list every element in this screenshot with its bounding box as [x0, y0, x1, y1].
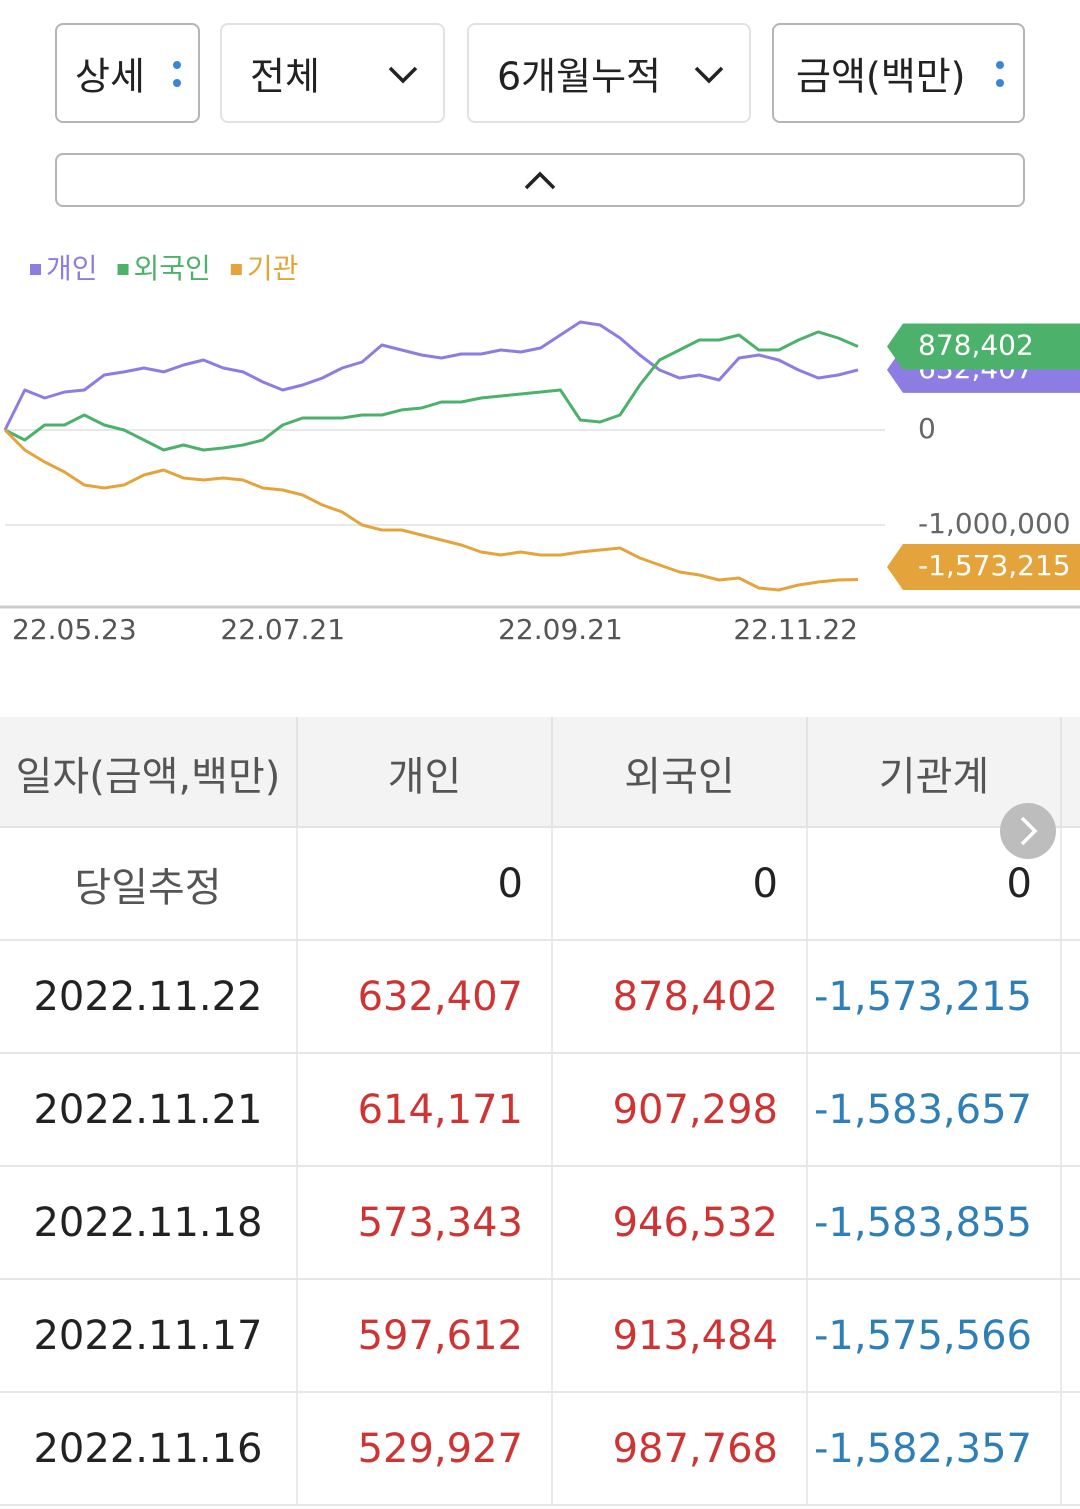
series-line [4, 330, 859, 452]
row-line [0, 1278, 1080, 1280]
detail-button[interactable]: 상세 [55, 23, 200, 123]
chart: 개인 외국인 기관 0 -1,000,000 22.05.23 22.07.21 22.09.… [0, 252, 1080, 646]
row-line [0, 1052, 1080, 1054]
header-cell: 일자(금액,백만) [0, 717, 298, 828]
x-tick-label: 22.07.21 [220, 613, 345, 646]
value-cell: -1,583,855 [808, 1167, 1062, 1278]
chevron-down [388, 66, 418, 84]
scroll-right-button[interactable] [998, 801, 1058, 861]
value-cell: -1,573,215 [808, 941, 1062, 1052]
end-tag-shape [887, 323, 1080, 370]
series-line [3, 428, 859, 592]
value-cell: 987,768 [553, 1393, 808, 1504]
value-cell: 0 [298, 828, 553, 939]
x-tick-label: 22.05.23 [12, 613, 137, 646]
menu-icon [996, 61, 1004, 87]
date-cell: 2022.11.21 [0, 1054, 298, 1165]
period-dropdown[interactable]: 6개월누적 [467, 23, 751, 123]
header-cell: 외국인 [553, 717, 808, 828]
value-cell: 0 [808, 828, 1062, 939]
end-tag-label: 878,402 [918, 329, 1034, 362]
value-cell: -1,583,657 [808, 1054, 1062, 1165]
header-bg [0, 717, 1080, 828]
y-tick-label: 0 [918, 412, 936, 445]
row-line [0, 1391, 1080, 1393]
button-circle [1000, 803, 1056, 859]
chevron-down [694, 66, 724, 84]
date-cell: 2022.11.18 [0, 1167, 298, 1278]
end-tag-label: -1,573,215 [918, 549, 1071, 582]
value-cell: 597,612 [298, 1280, 553, 1391]
row-line [0, 1165, 1080, 1167]
legend-swatch [230, 264, 242, 275]
market-dropdown[interactable]: 전체 [220, 23, 445, 123]
menu-icon [173, 61, 181, 87]
value-cell: 907,298 [553, 1054, 808, 1165]
value-cell: 632,407 [298, 941, 553, 1052]
date-cell: 2022.11.16 [0, 1393, 298, 1504]
end-tag-shape [887, 544, 1080, 590]
date-cell: 2022.11.17 [0, 1280, 298, 1391]
date-cell: 당일추정 [0, 828, 298, 939]
row-line [0, 939, 1080, 941]
legend-label: 개인 [46, 252, 98, 285]
series-line [3, 320, 859, 431]
button-label: 6개월누적 [497, 54, 662, 99]
legend-swatch [30, 264, 41, 275]
value-cell: 913,484 [553, 1280, 808, 1391]
header-cell: 기관계 [808, 717, 1062, 828]
value-cell: -1,575,566 [808, 1280, 1062, 1391]
value-cell: 946,532 [553, 1167, 808, 1278]
button-label: 전체 [250, 54, 320, 99]
value-cell: -1,582,357 [808, 1393, 1062, 1504]
unit-button[interactable]: 금액(백만) [772, 23, 1025, 123]
button-label: 상세 [75, 54, 145, 99]
legend-label: 외국인 [134, 252, 211, 285]
legend-swatch [117, 264, 129, 275]
legend-label: 기관 [247, 252, 299, 285]
end-tag: 878,402 [887, 323, 1080, 370]
x-tick-label: 22.11.22 [733, 613, 858, 646]
header-cell: 개인 [298, 717, 553, 828]
value-cell: 0 [553, 828, 808, 939]
value-cell: 878,402 [553, 941, 808, 1052]
collapse-button[interactable] [55, 153, 1025, 207]
value-cell: 614,171 [298, 1054, 553, 1165]
value-cell: 573,343 [298, 1167, 553, 1278]
row-line [0, 1504, 1080, 1506]
button-label: 금액(백만) [796, 54, 966, 99]
chevron-right [1020, 816, 1038, 846]
x-tick-label: 22.09.21 [498, 613, 623, 646]
end-tag: -1,573,215 [887, 544, 1080, 590]
y-tick-label: -1,000,000 [918, 507, 1071, 540]
value-cell: 529,927 [298, 1393, 553, 1504]
date-cell: 2022.11.22 [0, 941, 298, 1052]
chevron-up [524, 171, 556, 190]
